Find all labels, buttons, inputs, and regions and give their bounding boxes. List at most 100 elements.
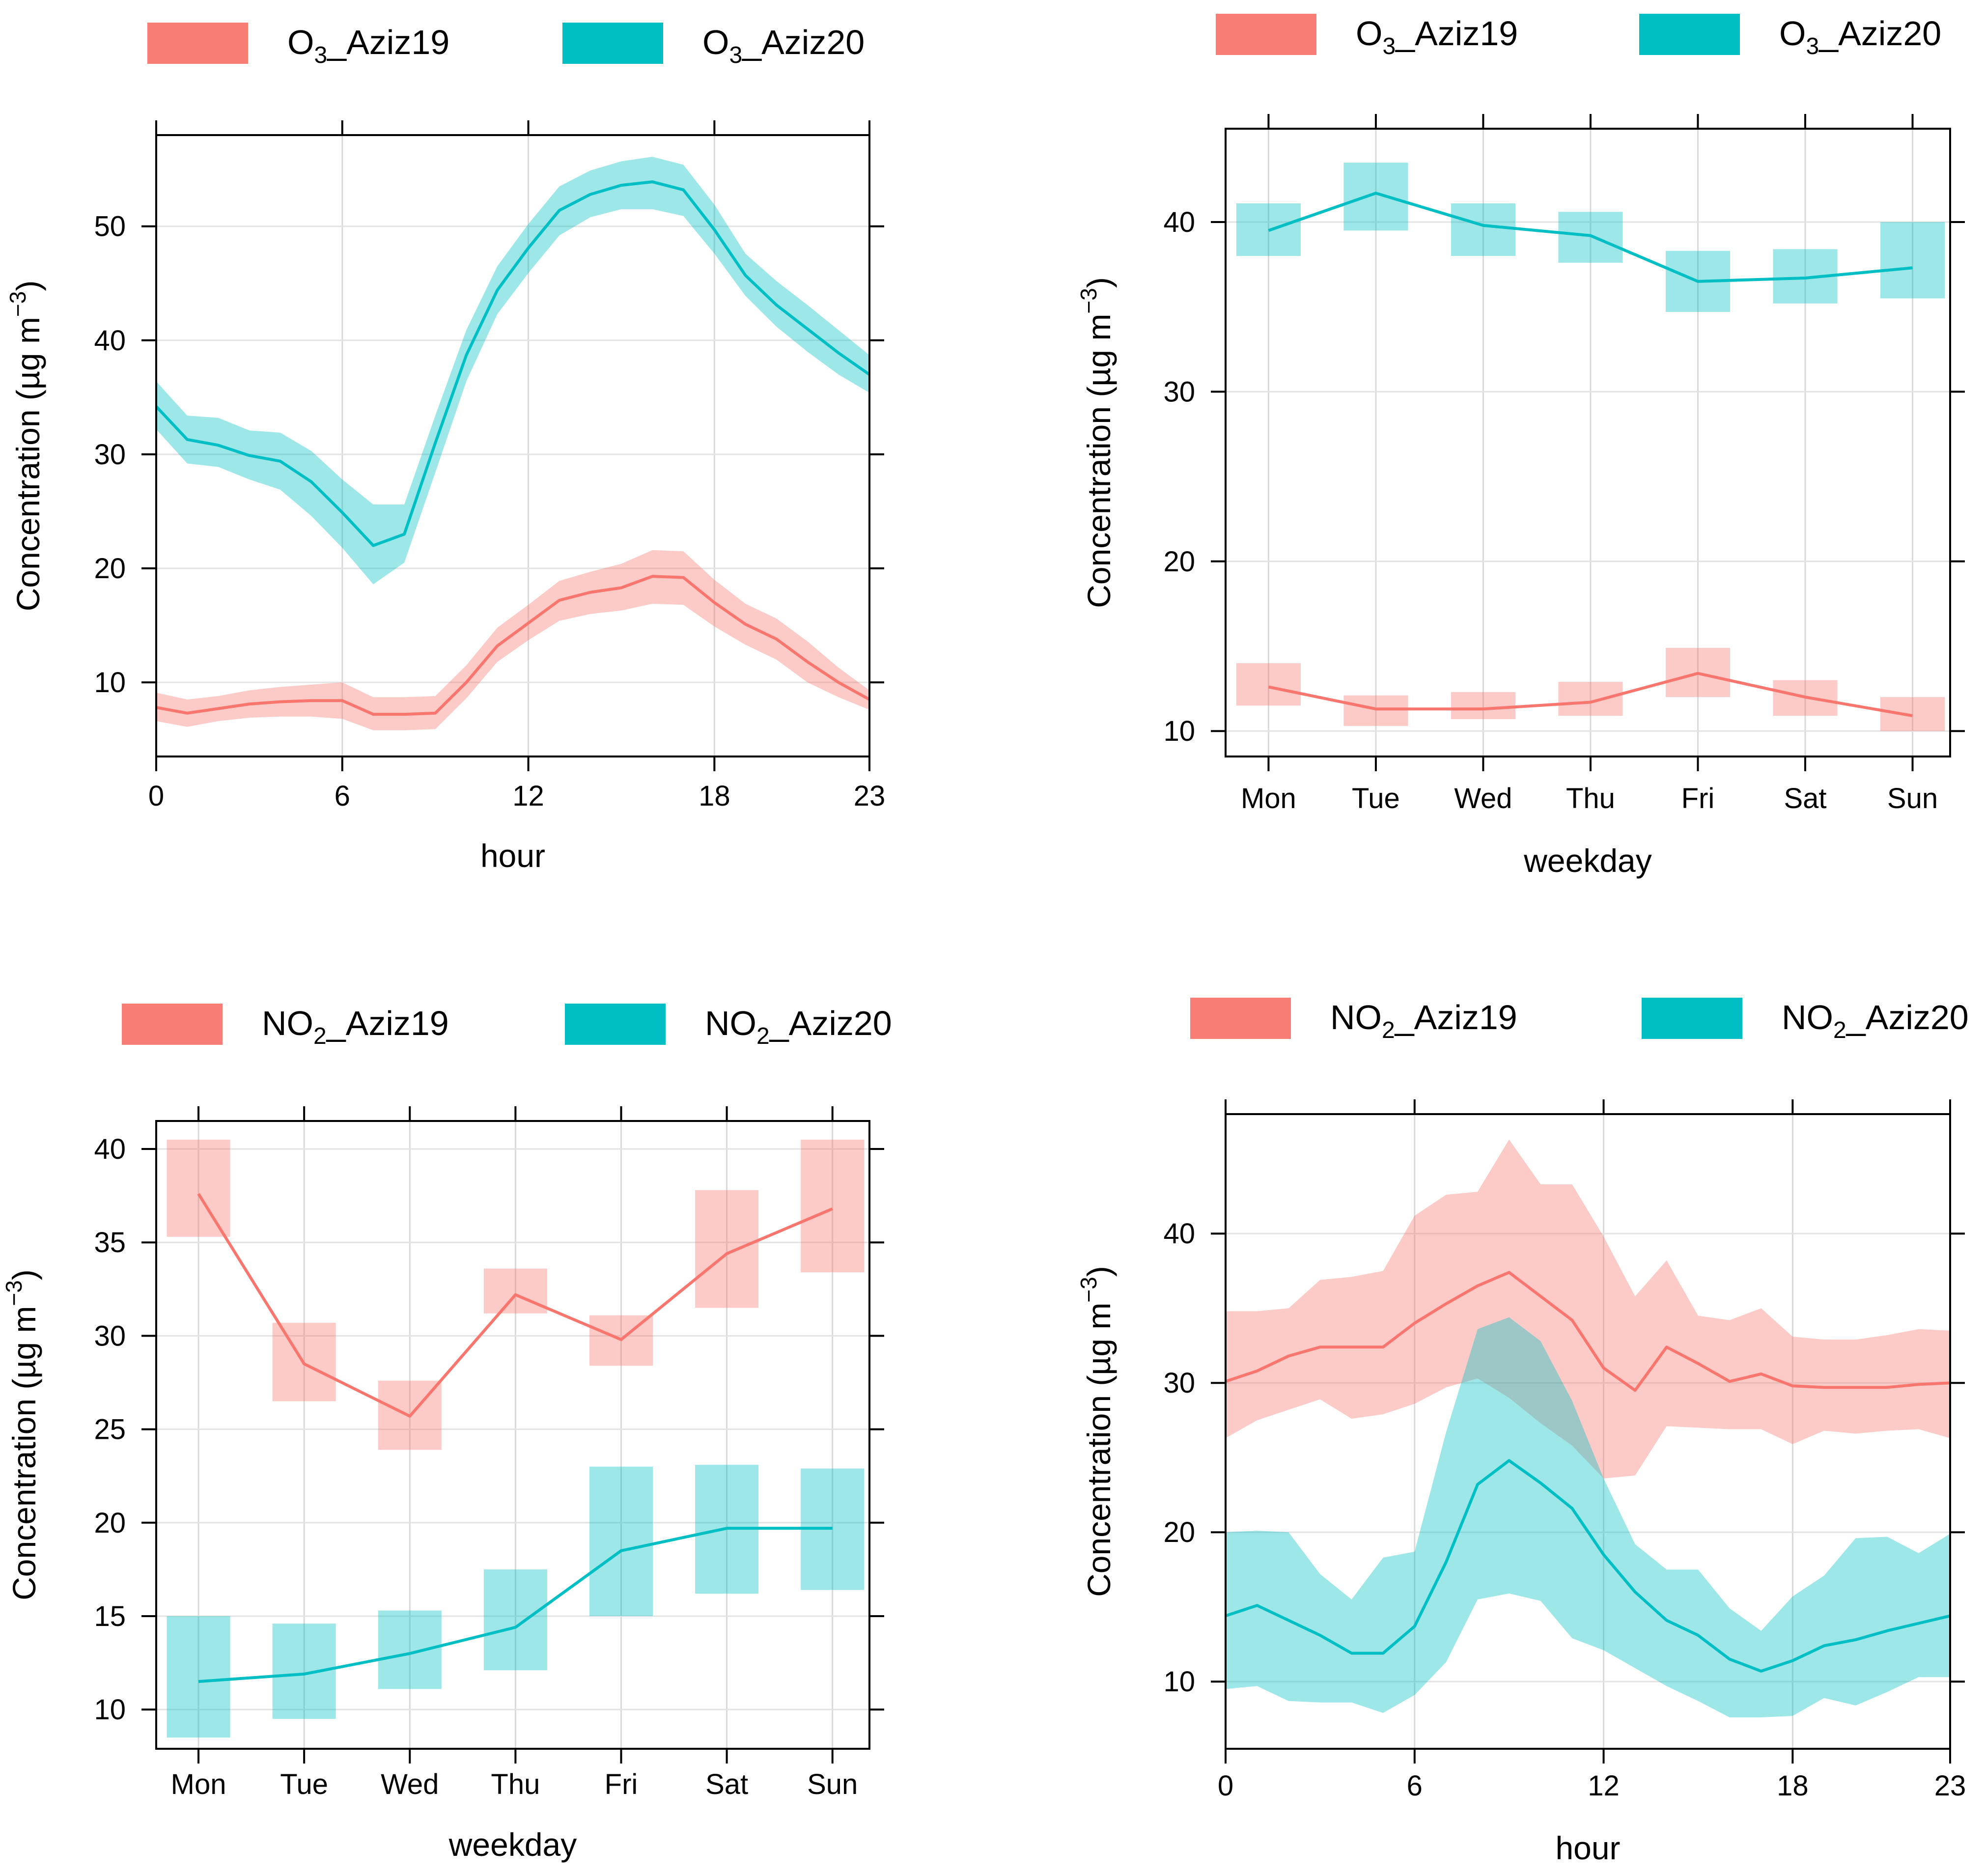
x-tick-label: 0 (1218, 1770, 1233, 1802)
x-tick-label: Wed (1454, 783, 1512, 814)
band-O3_Aziz20 (156, 157, 869, 585)
ticks: 0 6 12 18 23 10 20 30 40 (1163, 1099, 1966, 1802)
legend-label: NO2_Aziz20 (1782, 998, 1969, 1043)
band-O3_Aziz19 (156, 550, 869, 730)
series-lines (197, 1193, 833, 1683)
band-NO2_Aziz20 (1226, 1317, 1950, 1718)
y-tick-label: 20 (94, 1507, 126, 1539)
y-tick-label: 35 (94, 1227, 126, 1259)
x-tick-label: Fri (605, 1768, 638, 1800)
x-tick-label: Sat (1784, 783, 1826, 814)
x-tick-label: Mon (1241, 783, 1296, 814)
x-tick-label: 0 (148, 780, 164, 812)
line-O3_Aziz20 (155, 180, 870, 547)
band-box-NO2_Aziz19 (483, 1268, 547, 1314)
x-tick-label: Sun (807, 1768, 858, 1800)
x-tick-label: Thu (1566, 783, 1615, 814)
legend-label: O3_Aziz19 (1356, 14, 1518, 59)
legend-swatch (1190, 998, 1291, 1039)
x-tick-label: Thu (491, 1768, 540, 1800)
x-tick-label: 23 (854, 780, 886, 812)
y-tick-label: 40 (94, 1133, 126, 1165)
band-box-O3_Aziz19 (1880, 697, 1945, 731)
y-tick-label: 20 (1163, 1516, 1195, 1548)
band-box-O3_Aziz19 (1343, 695, 1408, 726)
grid (1226, 129, 1950, 756)
y-tick-label: 30 (1163, 1367, 1195, 1399)
legend-label: NO2_Aziz19 (262, 1004, 449, 1049)
y-tick-label: 30 (94, 439, 126, 471)
legend-label: O3_Aziz19 (287, 23, 449, 68)
no2-hourly-chart: 0 6 12 18 23 10 20 30 40 hour Concentration (µg m−… (1076, 998, 1969, 1866)
y-axis-label: Concentration (µg m−3) (1, 1269, 42, 1600)
band-box-O3_Aziz20 (1343, 163, 1408, 231)
x-axis-label: weekday (448, 1826, 577, 1863)
plot-frame (1225, 1113, 1951, 1750)
x-tick-label: 23 (1934, 1770, 1966, 1802)
legend: O3_Aziz19 O3_Aziz20 (147, 23, 865, 68)
series-lines (1268, 192, 1913, 718)
y-tick-label: 10 (94, 667, 126, 699)
series-lines (1225, 1271, 1951, 1673)
legend-swatch (1216, 14, 1316, 55)
legend-swatch (562, 23, 663, 64)
grid (156, 1121, 869, 1749)
y-axis-label: Concentration (µg m−3) (1076, 1266, 1117, 1597)
line-NO2_Aziz19 (1225, 1271, 1951, 1392)
band-box-O3_Aziz19 (1236, 663, 1301, 706)
x-tick-label: 18 (1777, 1770, 1809, 1802)
o3-hourly-chart: 0 6 12 18 23 10 20 30 40 50 hour Concentration (µg … (5, 23, 885, 874)
y-tick-label: 10 (94, 1694, 126, 1726)
band-NO2_Aziz19 (1226, 1139, 1950, 1479)
ticks: Mon Tue Wed Thu Fri Sat Sun 10 20 30 40 (1163, 114, 1965, 814)
x-tick-label: Sat (705, 1768, 748, 1800)
ticks: Mon Tue Wed Thu Fri Sat Sun 10 15 20 25 30 35 40 (94, 1106, 884, 1800)
band-box-O3_Aziz19 (1451, 692, 1515, 720)
band-box-O3_Aziz19 (1558, 682, 1623, 716)
legend-swatch (122, 1004, 223, 1045)
x-axis-label: hour (1555, 1830, 1620, 1866)
legend-swatch (1639, 14, 1740, 55)
x-tick-label: 18 (699, 780, 730, 812)
y-tick-label: 25 (94, 1414, 126, 1446)
y-tick-label: 30 (1163, 376, 1195, 408)
plot-frame (1225, 128, 1951, 757)
x-tick-label: 6 (335, 780, 350, 812)
band-box-NO2_Aziz20 (272, 1624, 336, 1719)
y-tick-label: 40 (94, 325, 126, 357)
band-box-O3_Aziz20 (1451, 203, 1515, 256)
y-tick-label: 50 (94, 211, 126, 243)
x-tick-label: Tue (1352, 783, 1400, 814)
band-box-O3_Aziz20 (1880, 222, 1945, 299)
band-box-NO2_Aziz19 (801, 1140, 865, 1273)
band-box-NO2_Aziz19 (695, 1190, 759, 1308)
legend: NO2_Aziz19 NO2_Aziz20 (1190, 998, 1969, 1043)
plot-frame (155, 134, 870, 757)
plot-frame (155, 1120, 870, 1750)
x-tick-label: 12 (1588, 1770, 1620, 1802)
legend-swatch (565, 1004, 666, 1045)
y-tick-label: 20 (1163, 546, 1195, 578)
x-tick-label: Mon (171, 1768, 226, 1800)
confidence-bands (156, 157, 869, 730)
band-box-NO2_Aziz20 (483, 1569, 547, 1671)
y-tick-label: 30 (94, 1320, 126, 1352)
x-axis-label: hour (480, 838, 545, 874)
y-axis-label: Concentration (µg m−3) (5, 280, 46, 612)
legend-label: O3_Aziz20 (1779, 14, 1941, 59)
y-tick-label: 15 (94, 1600, 126, 1632)
legend-label: NO2_Aziz19 (1330, 998, 1517, 1043)
ticks: 0 6 12 18 23 10 20 30 40 50 (94, 120, 885, 812)
y-tick-label: 10 (1163, 715, 1195, 747)
band-box-O3_Aziz20 (1558, 212, 1623, 263)
confidence-bands (1226, 1139, 1950, 1718)
legend-swatch (147, 23, 248, 64)
band-box-NO2_Aziz19 (167, 1140, 230, 1237)
band-box-NO2_Aziz20 (167, 1616, 230, 1738)
line-NO2_Aziz20 (1225, 1459, 1951, 1673)
line-O3_Aziz19 (156, 575, 870, 716)
x-tick-label: Wed (381, 1768, 439, 1800)
y-tick-label: 10 (1163, 1666, 1195, 1698)
x-axis-label: weekday (1523, 842, 1652, 879)
